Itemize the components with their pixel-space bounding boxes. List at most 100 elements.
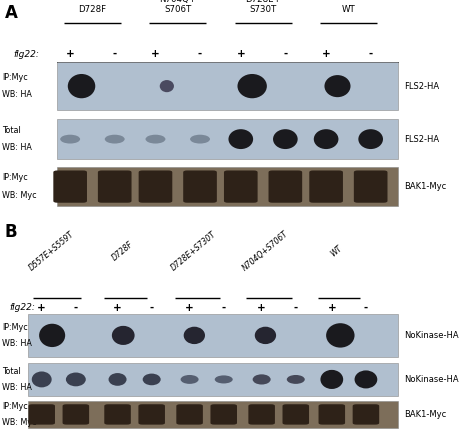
Ellipse shape <box>228 129 253 149</box>
Text: -: - <box>294 303 298 313</box>
Text: IP:Myc: IP:Myc <box>2 173 28 182</box>
Text: WB: HA: WB: HA <box>2 143 32 152</box>
Ellipse shape <box>39 324 65 347</box>
FancyBboxPatch shape <box>57 119 398 159</box>
FancyBboxPatch shape <box>57 62 398 110</box>
Text: WB: Myc: WB: Myc <box>2 418 37 427</box>
Ellipse shape <box>160 80 174 92</box>
FancyBboxPatch shape <box>138 171 173 203</box>
Text: +: + <box>151 49 160 59</box>
Text: IP:Myc: IP:Myc <box>2 323 28 332</box>
FancyBboxPatch shape <box>57 167 398 207</box>
FancyBboxPatch shape <box>224 171 257 203</box>
FancyBboxPatch shape <box>183 171 217 203</box>
Ellipse shape <box>255 327 276 344</box>
FancyBboxPatch shape <box>319 404 345 425</box>
Text: +: + <box>66 49 74 59</box>
Text: BAK1-Myc: BAK1-Myc <box>404 182 446 191</box>
Text: -: - <box>113 49 117 59</box>
FancyBboxPatch shape <box>354 171 388 203</box>
FancyBboxPatch shape <box>283 404 309 425</box>
Ellipse shape <box>314 129 338 149</box>
FancyBboxPatch shape <box>248 404 275 425</box>
Text: FLS2-HA: FLS2-HA <box>404 135 439 144</box>
Ellipse shape <box>320 370 343 389</box>
Text: D728E+S730T: D728E+S730T <box>170 230 218 273</box>
Text: -: - <box>364 303 368 313</box>
Ellipse shape <box>112 326 135 345</box>
FancyBboxPatch shape <box>309 171 343 203</box>
Text: +: + <box>328 303 336 313</box>
FancyBboxPatch shape <box>138 404 165 425</box>
FancyBboxPatch shape <box>268 171 302 203</box>
Text: NoKinase-HA: NoKinase-HA <box>404 375 458 384</box>
Ellipse shape <box>66 372 86 386</box>
Text: -: - <box>150 303 154 313</box>
Text: +: + <box>237 49 245 59</box>
FancyBboxPatch shape <box>210 404 237 425</box>
Text: IP:Myc: IP:Myc <box>2 73 28 82</box>
Text: D728E+
S730T: D728E+ S730T <box>245 0 281 14</box>
Text: B: B <box>5 223 18 241</box>
Text: +: + <box>185 303 194 313</box>
Ellipse shape <box>326 323 355 348</box>
Ellipse shape <box>109 373 127 386</box>
Text: WB: Myc: WB: Myc <box>2 191 37 200</box>
FancyBboxPatch shape <box>63 404 89 425</box>
Text: flg22:: flg22: <box>13 50 39 58</box>
Ellipse shape <box>324 75 350 97</box>
Text: NoKinase-HA: NoKinase-HA <box>404 331 458 340</box>
Text: flg22:: flg22: <box>9 304 36 312</box>
FancyBboxPatch shape <box>104 404 131 425</box>
Text: D557E+S559T: D557E+S559T <box>27 230 76 273</box>
FancyBboxPatch shape <box>28 401 398 428</box>
Text: WB: HA: WB: HA <box>2 339 32 348</box>
FancyBboxPatch shape <box>353 404 379 425</box>
Text: WT: WT <box>328 244 344 259</box>
Ellipse shape <box>215 375 233 384</box>
FancyBboxPatch shape <box>98 171 131 203</box>
Ellipse shape <box>237 74 267 98</box>
Ellipse shape <box>253 375 271 385</box>
Text: IP:Myc: IP:Myc <box>2 402 28 411</box>
Text: D728F: D728F <box>78 5 107 14</box>
Ellipse shape <box>190 135 210 144</box>
Text: +: + <box>322 49 330 59</box>
Text: A: A <box>5 4 18 23</box>
Ellipse shape <box>105 135 125 144</box>
Text: WB: HA: WB: HA <box>2 90 32 100</box>
Ellipse shape <box>32 372 52 388</box>
Text: WB: HA: WB: HA <box>2 383 32 392</box>
Text: N704Q+
S706T: N704Q+ S706T <box>159 0 196 14</box>
Text: Total: Total <box>2 367 21 376</box>
Ellipse shape <box>287 375 305 384</box>
Text: N704Q+S706T: N704Q+S706T <box>240 229 290 273</box>
Text: -: - <box>369 49 373 59</box>
Text: +: + <box>113 303 122 313</box>
Text: WT: WT <box>341 5 356 14</box>
Text: -: - <box>74 303 78 313</box>
FancyBboxPatch shape <box>28 404 55 425</box>
FancyBboxPatch shape <box>176 404 203 425</box>
Ellipse shape <box>355 370 377 388</box>
Text: +: + <box>257 303 266 313</box>
FancyBboxPatch shape <box>53 171 87 203</box>
Text: +: + <box>37 303 46 313</box>
Ellipse shape <box>68 74 95 98</box>
Text: -: - <box>283 49 287 59</box>
Ellipse shape <box>183 327 205 344</box>
Text: -: - <box>198 49 202 59</box>
FancyBboxPatch shape <box>28 314 398 357</box>
Ellipse shape <box>60 135 80 144</box>
Ellipse shape <box>358 129 383 149</box>
FancyBboxPatch shape <box>28 363 398 396</box>
Text: FLS2-HA: FLS2-HA <box>404 82 439 90</box>
Text: D728F: D728F <box>110 240 135 263</box>
Ellipse shape <box>181 375 199 384</box>
Ellipse shape <box>273 129 298 149</box>
Ellipse shape <box>146 135 165 144</box>
Text: Total: Total <box>2 126 21 135</box>
Ellipse shape <box>143 374 161 385</box>
Text: -: - <box>222 303 226 313</box>
Text: BAK1-Myc: BAK1-Myc <box>404 410 446 419</box>
